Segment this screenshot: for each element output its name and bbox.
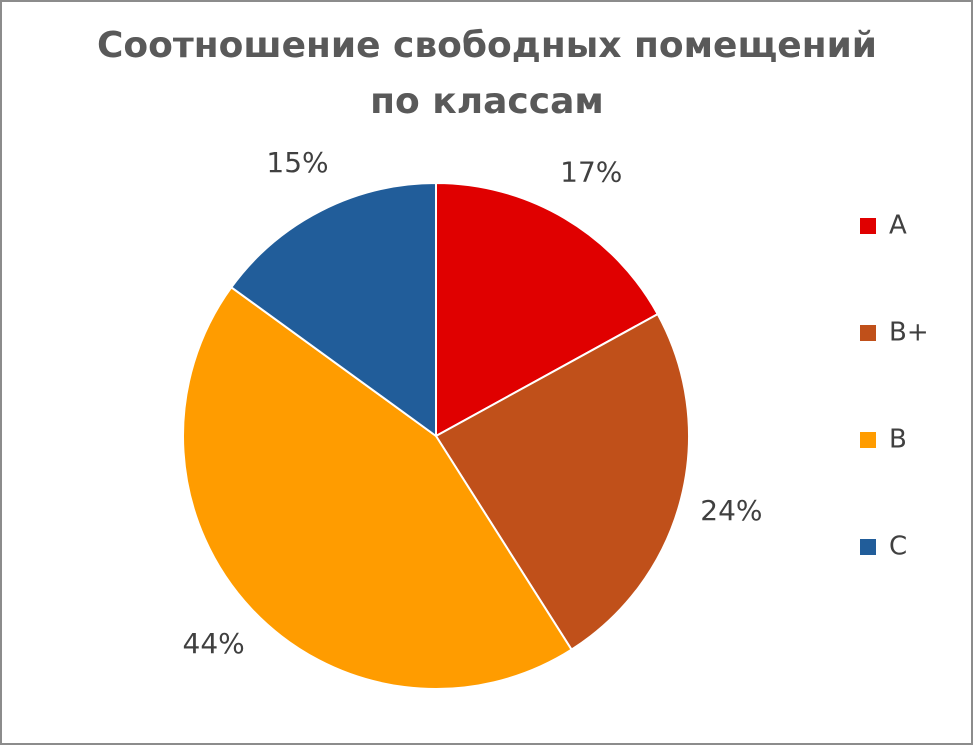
- pie-slice: [434, 312, 690, 651]
- legend-label: B: [889, 425, 907, 455]
- legend-swatch: [860, 218, 876, 234]
- data-label: 15%: [266, 146, 328, 179]
- data-label: 17%: [560, 155, 622, 188]
- pie-slice: [229, 181, 437, 438]
- legend-label: B+: [889, 318, 929, 348]
- data-label: 44%: [183, 627, 245, 660]
- chart-title: Соотношение свободных помещений по класс…: [97, 25, 878, 122]
- legend-swatch: [860, 432, 876, 448]
- legend-swatch: [860, 325, 876, 341]
- legend-label: A: [889, 211, 907, 241]
- pie-slice: [182, 285, 573, 690]
- legend-swatch: [860, 539, 876, 555]
- data-label: 24%: [700, 494, 762, 527]
- legend-label: C: [889, 532, 907, 562]
- pie-slice: [435, 181, 660, 438]
